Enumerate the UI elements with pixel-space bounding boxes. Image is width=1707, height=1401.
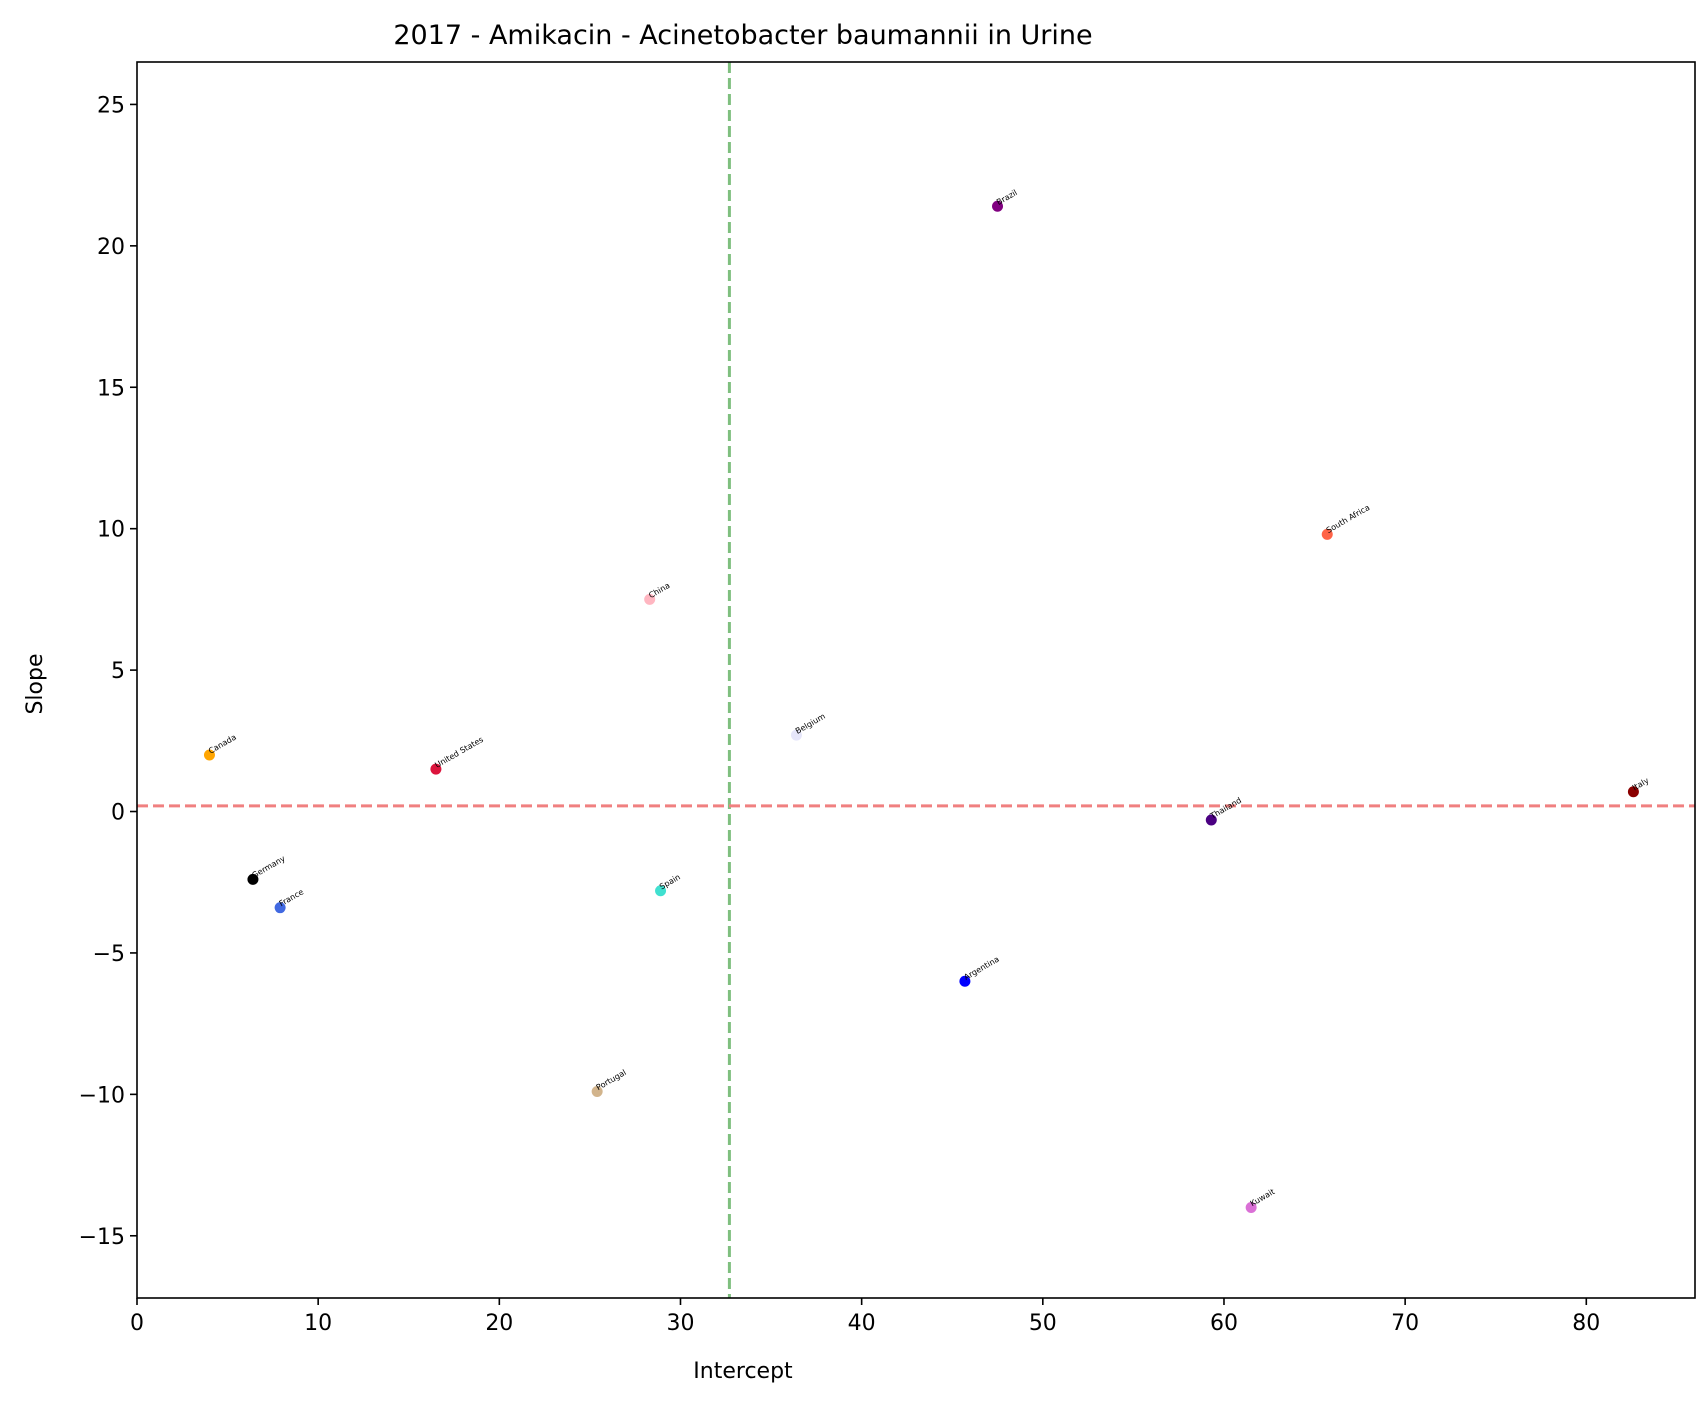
point-label: Belgium <box>794 712 827 736</box>
scatter-point <box>1245 1201 1257 1213</box>
y-tick-label: 10 <box>97 518 125 543</box>
point-label: Portugal <box>595 1068 628 1092</box>
scatter-point <box>644 593 656 605</box>
y-tick-label: −15 <box>79 1225 125 1250</box>
x-tick-label: 80 <box>1572 1311 1600 1336</box>
scatter-point <box>203 749 215 761</box>
point-label: Brazil <box>995 188 1019 207</box>
x-tick-label: 0 <box>130 1311 144 1336</box>
scatter-point <box>959 975 971 987</box>
plot-frame <box>136 61 1696 1299</box>
y-tick-label: −5 <box>93 942 125 967</box>
point-label: Germany <box>250 854 287 880</box>
scatter-point <box>430 763 442 775</box>
scatter-point <box>992 200 1004 212</box>
chart-title: 2017 - Amikacin - Acinetobacter baumanni… <box>393 20 1092 51</box>
point-label: France <box>278 887 306 908</box>
scatter-point <box>1627 786 1639 798</box>
scatter-point <box>274 902 286 914</box>
point-label: Spain <box>658 872 682 891</box>
x-axis-label: Intercept <box>693 1359 793 1384</box>
x-tick-label: 40 <box>848 1311 876 1336</box>
scatter-point <box>591 1086 603 1098</box>
x-tick-label: 60 <box>1210 1311 1238 1336</box>
y-tick-label: 5 <box>111 659 125 684</box>
scatter-point <box>1205 814 1217 826</box>
y-axis-label: Slope <box>23 653 48 714</box>
x-tick-label: 10 <box>304 1311 332 1336</box>
point-label: South Africa <box>1325 503 1372 535</box>
y-tick-label: −10 <box>79 1083 125 1108</box>
scatter-point <box>790 729 802 741</box>
point-label: Italy <box>1631 776 1651 793</box>
y-tick-label: 0 <box>111 801 125 826</box>
point-label: Canada <box>207 733 238 756</box>
scatter-point <box>1321 528 1333 540</box>
point-label: China <box>647 581 671 600</box>
x-tick-label: 30 <box>666 1311 694 1336</box>
y-tick-label: 25 <box>97 93 125 118</box>
point-label: Thailand <box>1208 796 1243 821</box>
plot-area: Brazil South Africa China Belgium Canada Unit… <box>79 61 1696 1336</box>
x-tick-label: 70 <box>1391 1311 1419 1336</box>
x-tick-label: 20 <box>485 1311 513 1336</box>
scatter-point <box>655 885 667 897</box>
point-label: Argentina <box>962 955 1000 982</box>
y-tick-label: 20 <box>97 235 125 260</box>
scatter-point <box>247 873 259 885</box>
point-label: United States <box>433 735 484 770</box>
x-tick-label: 50 <box>1029 1311 1057 1336</box>
point-label: Kuwait <box>1249 1187 1277 1208</box>
y-tick-label: 15 <box>97 376 125 401</box>
